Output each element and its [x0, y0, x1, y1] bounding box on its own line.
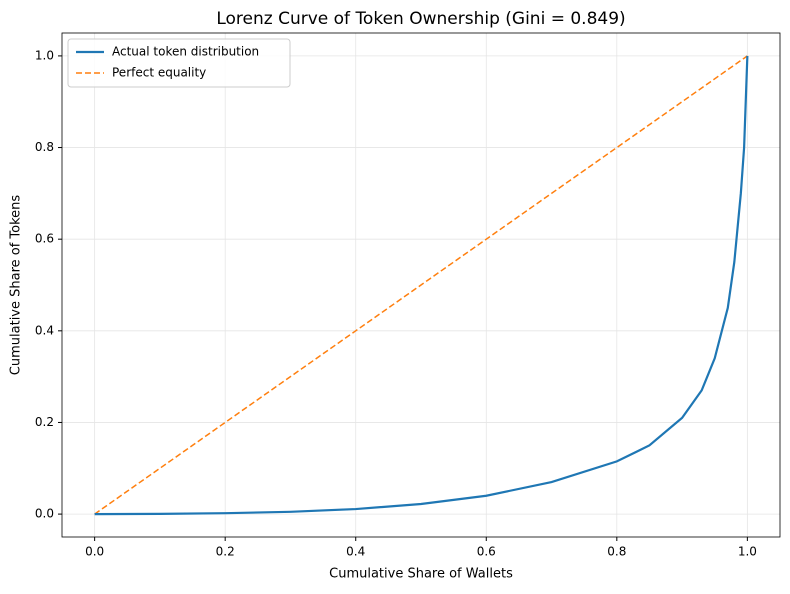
- y-tick-label: 0.6: [35, 232, 54, 246]
- y-tick-label: 0.4: [35, 323, 54, 337]
- y-axis-label: Cumulative Share of Tokens: [9, 195, 24, 376]
- legend-label: Perfect equality: [112, 66, 206, 80]
- x-tick-label: 0.6: [477, 545, 496, 559]
- chart-title: Lorenz Curve of Token Ownership (Gini = …: [216, 9, 625, 29]
- x-tick-label: 1.0: [738, 545, 757, 559]
- y-tick-label: 1.0: [35, 48, 54, 62]
- plot-frame: [61, 32, 781, 538]
- x-tick-label: 0.0: [85, 545, 104, 559]
- line-series: [94, 55, 748, 515]
- y-tick-label: 0.2: [35, 415, 54, 429]
- x-tick-label: 0.4: [346, 545, 365, 559]
- x-axis-label: Cumulative Share of Wallets: [329, 567, 513, 582]
- line-series: [94, 55, 749, 516]
- x-tick-label: 0.8: [607, 545, 626, 559]
- legend-label: Actual token distribution: [112, 45, 259, 59]
- x-tick-label: 0.2: [216, 545, 235, 559]
- legend-box: [67, 38, 291, 88]
- y-tick-label: 0.8: [35, 140, 54, 154]
- y-tick-label: 0.0: [35, 507, 54, 521]
